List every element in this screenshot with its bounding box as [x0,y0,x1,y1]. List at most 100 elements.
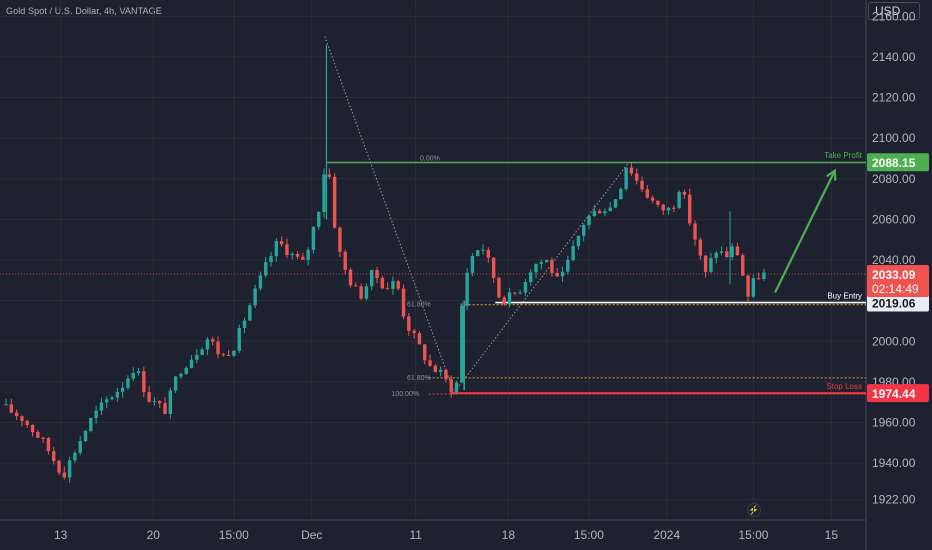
y-tick-label: 2120.00 [872,91,916,105]
candle-body [173,376,178,391]
y-tick-label: 2060.00 [872,212,916,226]
candle-body [264,262,268,276]
candle-body [470,255,475,273]
y-tick-label: 2140.00 [872,50,916,64]
x-tick-label: 15:00 [738,528,768,542]
candle-body [507,292,512,305]
candle-body [152,401,157,403]
candle-body [709,258,713,272]
candle-body [147,392,151,402]
candle-body [46,437,51,452]
candle-body [25,420,29,425]
candle-body [497,277,501,298]
candle-body [714,252,718,259]
candle-body [566,260,570,272]
candle-body [656,200,660,205]
candle-body [555,273,559,277]
candle-body [698,239,703,256]
candle-body [672,207,676,209]
candle-body [20,416,24,421]
candle-body [560,271,565,277]
y-tick-label: 2000.00 [872,334,916,348]
candle-body [746,275,750,297]
candle-body [391,281,395,289]
lightning-icon[interactable]: ⚡ [747,503,761,517]
candle-body [322,174,326,213]
buy-entry-label: Buy Entry [827,292,862,301]
candle-body [332,176,337,228]
fib-label-0: 0.00% [420,156,440,163]
candle-body [189,359,194,368]
candle-body [624,167,628,189]
candle-body [279,241,284,245]
candle-body [433,365,438,372]
fib-label-618-lower: 61.80% [407,375,431,382]
candle-body [688,194,692,224]
candle-body [253,288,257,306]
candle-body [290,253,294,256]
candle-body [719,251,724,253]
candle-body [592,210,597,216]
candle-body [216,341,220,355]
candle-body [343,251,347,270]
candle-body [375,269,379,279]
candle-body [640,180,644,190]
candle-body [465,272,469,306]
y-tick-label: 1922.00 [872,493,916,507]
candle-body [62,472,67,478]
currency-button[interactable]: USD [868,2,920,20]
candle-body [242,320,247,329]
candle-body [4,404,8,406]
candle-body [513,292,517,294]
candle-body [677,192,681,208]
candle-body [502,297,506,305]
x-tick-label: 2024 [653,528,680,542]
current-price-tag-countdown: 02:14:49 [872,282,919,296]
candle-body [9,404,14,413]
candle-body [423,344,427,361]
candle-body [269,256,273,263]
candle-body [348,269,353,286]
candle-body [491,257,496,278]
candle-body [407,316,411,331]
take-profit-label: Take Profit [824,151,863,160]
candle-body [274,241,279,257]
candle-body [608,207,612,212]
candle-body [756,278,761,280]
x-tick-label: Dec [301,528,322,542]
x-tick-label: 15:00 [574,528,604,542]
candle-body [179,373,183,377]
y-tick-label: 2160.00 [872,9,916,23]
candle-body [486,249,491,258]
take-profit-tag [867,153,929,172]
candle-body [226,354,231,356]
candle-body [158,401,162,404]
candle-body [41,437,45,439]
candle-body [370,269,374,287]
candle-body [762,272,766,279]
candle-body [380,278,385,289]
candle-body [317,212,321,227]
x-tick-label: 11 [409,528,422,542]
y-tick-label: 1940.00 [872,456,916,470]
x-tick-label: 20 [147,528,161,542]
candle-body [295,253,300,257]
x-tick-label: 15 [825,528,839,542]
candle-body [327,174,332,177]
fib-label-618-upper: 61.80% [407,302,431,309]
candle-body [306,249,310,260]
candle-body [142,371,146,393]
candle-body [730,246,734,258]
candle-body [666,207,671,211]
candle-body [338,227,342,252]
candle-body [412,330,416,334]
candle-body [205,339,210,350]
candle-body [211,339,215,342]
candle-body [396,281,400,289]
candle-body [582,225,586,236]
candle-body [30,424,35,433]
stop-loss-tag-label: 1974.44 [872,387,916,401]
candle-body [168,390,173,415]
buy-entry-tag-label: 2019.06 [872,297,916,311]
